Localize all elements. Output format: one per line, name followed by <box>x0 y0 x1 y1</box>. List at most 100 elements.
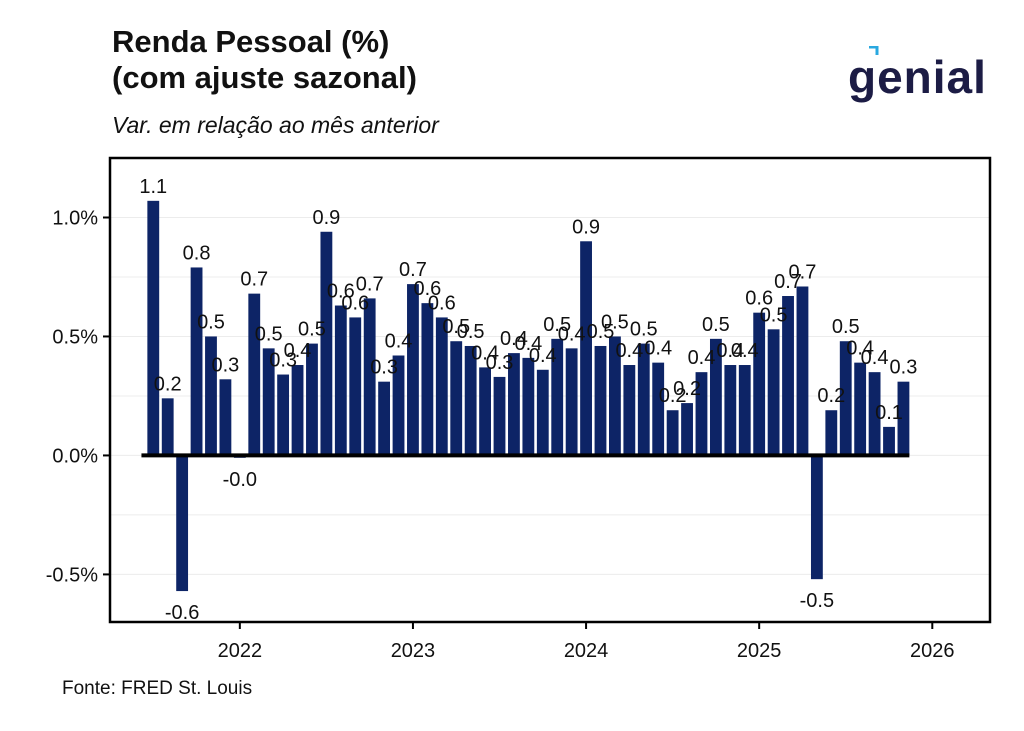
data-label: 0.3 <box>370 357 398 379</box>
data-label: -0.5 <box>800 590 834 612</box>
bar <box>161 398 174 456</box>
y-tick-label: -0.5% <box>46 564 98 586</box>
data-label: 0.7 <box>399 259 427 281</box>
data-label: 0.4 <box>514 333 542 355</box>
data-label: 0.4 <box>558 323 586 345</box>
bar <box>637 343 650 456</box>
data-label: 0.3 <box>890 357 918 379</box>
chart-title-line1: Renda Pessoal (%) <box>112 24 390 59</box>
bar <box>306 343 318 456</box>
data-label: 0.4 <box>688 347 716 369</box>
data-label: 0.6 <box>413 278 441 300</box>
data-label: 0.4 <box>716 340 744 362</box>
logo-text: genial <box>848 51 987 103</box>
logo-accent-icon <box>869 46 879 55</box>
data-label: 0.6 <box>428 292 456 314</box>
plot-frame <box>108 156 992 624</box>
data-label: 0.4 <box>861 347 889 369</box>
data-label: 0.4 <box>529 345 557 367</box>
bar <box>753 312 766 456</box>
bar <box>262 348 275 456</box>
y-axis: -0.5% 0.0% 0.5% 1.0% <box>46 207 110 586</box>
bar <box>392 355 405 456</box>
bar <box>378 381 391 456</box>
x-tick-label: 2025 <box>737 640 782 662</box>
data-label: -0.6 <box>165 602 199 624</box>
data-label: 0.4 <box>731 340 759 362</box>
data-labels: 1.10.2-0.60.80.50.3-0.00.70.50.30.40.50.… <box>139 176 917 624</box>
data-label: 0.5 <box>702 314 730 336</box>
bar <box>738 365 751 456</box>
bar <box>190 267 203 456</box>
bar <box>248 293 261 456</box>
chart-subtitle: Var. em relação ao mês anterior <box>112 112 439 138</box>
chart-title: Renda Pessoal (%) (com ajuste sazonal) <box>112 24 417 96</box>
bar <box>551 338 564 456</box>
bar <box>522 357 535 456</box>
data-label: 1.1 <box>139 176 167 198</box>
data-label: 0.8 <box>183 242 211 264</box>
bar <box>609 336 621 456</box>
bar <box>695 372 708 456</box>
bar <box>839 341 852 456</box>
bar <box>854 362 867 456</box>
bar <box>407 284 419 456</box>
data-label: 0.7 <box>789 261 817 283</box>
bar <box>623 365 636 456</box>
bar <box>363 298 376 456</box>
bar <box>536 369 549 456</box>
data-label: 0.2 <box>154 373 182 395</box>
chart-title-line2: (com ajuste sazonal) <box>112 60 417 95</box>
data-label: 0.6 <box>327 281 355 303</box>
bar <box>883 426 895 456</box>
data-label: 0.4 <box>644 338 672 360</box>
data-label: 0.4 <box>284 340 312 362</box>
y-tick-label: 0.0% <box>52 445 98 467</box>
data-label: 0.3 <box>486 352 514 374</box>
bar <box>421 303 434 456</box>
bar <box>205 336 217 456</box>
x-axis: 2022 2023 2024 2025 2026 <box>218 622 955 662</box>
bar <box>897 381 910 456</box>
data-label: 0.3 <box>212 354 240 376</box>
bar <box>565 348 578 456</box>
bar <box>810 455 823 580</box>
y-tick-label: 1.0% <box>52 207 98 229</box>
genial-logo: genial <box>848 46 987 104</box>
data-label: 0.4 <box>500 328 528 350</box>
bar <box>219 379 232 456</box>
data-label: 0.5 <box>601 311 629 333</box>
data-label: 0.2 <box>673 378 701 400</box>
bar <box>320 231 333 456</box>
x-tick-label: 2024 <box>564 640 609 662</box>
bar <box>493 376 506 456</box>
bar <box>176 455 189 592</box>
bars <box>147 200 910 592</box>
bar <box>147 200 160 456</box>
data-label: 0.5 <box>197 311 225 333</box>
data-label: 0.7 <box>240 269 268 291</box>
bar <box>291 365 304 456</box>
data-label: 0.4 <box>471 342 499 364</box>
bar <box>724 365 737 456</box>
bar <box>580 241 592 456</box>
data-label: 0.5 <box>442 316 470 338</box>
bar <box>508 353 520 456</box>
bar <box>652 362 665 456</box>
bar <box>666 410 679 456</box>
source-note: Fonte: FRED St. Louis <box>62 678 253 699</box>
bar <box>868 372 881 456</box>
bar <box>334 305 347 456</box>
data-label: 0.9 <box>572 216 600 238</box>
data-label: 0.5 <box>298 319 326 341</box>
data-label: 0.4 <box>846 338 874 360</box>
data-label: 0.5 <box>587 321 615 343</box>
data-label: 0.5 <box>630 319 658 341</box>
data-label: 0.5 <box>543 314 571 336</box>
y-tick-label: 0.5% <box>52 326 98 348</box>
data-label: 0.7 <box>774 271 802 293</box>
bar <box>796 286 809 456</box>
bar <box>479 367 491 456</box>
data-label: 0.6 <box>745 288 773 310</box>
